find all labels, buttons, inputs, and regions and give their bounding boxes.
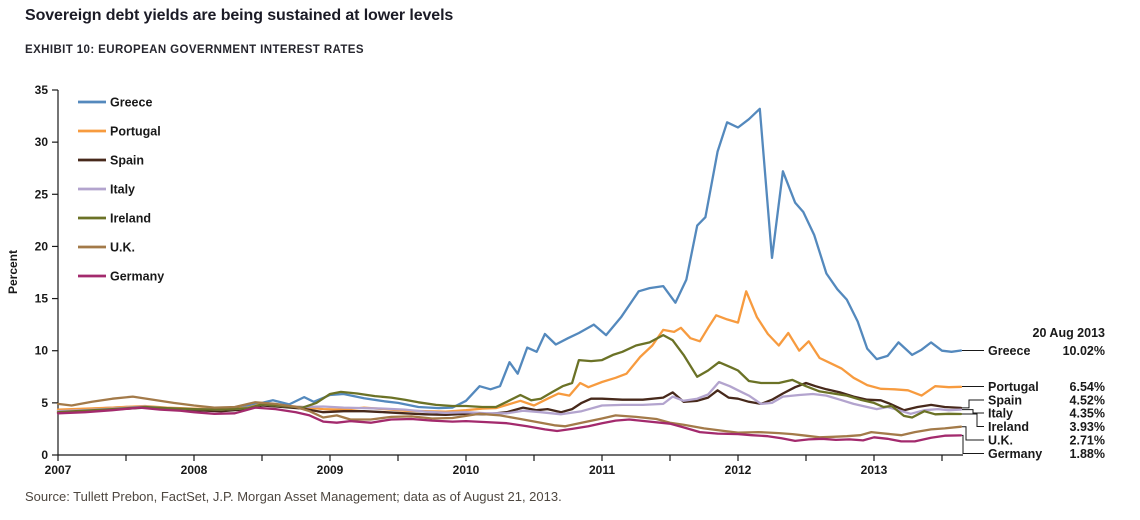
callout-connector-ireland [962, 413, 984, 427]
callout-value-greece: 10.02% [1063, 344, 1105, 358]
callout-country-greece: Greece [988, 344, 1030, 358]
series-line-greece [56, 107, 963, 412]
series-line-ireland [56, 333, 963, 419]
callout-date-label: 20 Aug 2013 [1033, 326, 1106, 340]
x-tick-label: 2007 [45, 463, 72, 477]
callout-country-germany: Germany [988, 447, 1042, 461]
legend-label-ireland: Ireland [110, 212, 151, 226]
series-line-germany [56, 406, 963, 443]
legend-label-greece: Greece [110, 96, 152, 110]
source-note: Source: Tullett Prebon, FactSet, J.P. Mo… [25, 489, 562, 504]
callout-country-portugal: Portugal [988, 380, 1039, 394]
y-axis-title: Percent [6, 250, 20, 294]
callout-value-ireland: 3.93% [1070, 420, 1105, 434]
callout-value-spain: 4.52% [1070, 394, 1105, 408]
y-tick-label: 35 [35, 83, 49, 97]
y-tick-label: 30 [35, 135, 49, 149]
legend-label-spain: Spain [110, 154, 144, 168]
callout-connector-uk [962, 426, 984, 441]
callout-value-portugal: 6.54% [1070, 380, 1105, 394]
callout-value-uk: 2.71% [1070, 434, 1105, 448]
legend-label-uk: U.K. [110, 241, 135, 255]
callout-connector-italy [962, 409, 984, 414]
x-tick-label: 2012 [725, 463, 752, 477]
legend-label-portugal: Portugal [110, 125, 161, 139]
x-tick-label: 2013 [861, 463, 888, 477]
series-line-portugal [56, 290, 963, 413]
series-line-uk [56, 395, 963, 439]
callout-country-uk: U.K. [988, 434, 1013, 448]
callout-value-italy: 4.35% [1070, 407, 1105, 421]
y-tick-label: 0 [41, 448, 48, 462]
y-tick-label: 20 [35, 239, 49, 253]
callout-country-italy: Italy [988, 407, 1013, 421]
x-tick-label: 2008 [181, 463, 208, 477]
page-title: Sovereign debt yields are being sustaine… [25, 7, 454, 24]
y-tick-label: 25 [35, 187, 49, 201]
callout-country-spain: Spain [988, 394, 1022, 408]
exhibit-heading: EXHIBIT 10: EUROPEAN GOVERNMENT INTEREST… [25, 44, 364, 56]
callout-value-germany: 1.88% [1070, 447, 1105, 461]
x-tick-label: 2011 [589, 463, 615, 477]
y-tick-label: 15 [35, 292, 49, 306]
callout-country-ireland: Ireland [988, 420, 1029, 434]
y-tick-label: 10 [35, 344, 49, 358]
x-tick-label: 2009 [317, 463, 344, 477]
callout-connector-germany [962, 434, 984, 454]
legend-label-italy: Italy [110, 183, 135, 197]
callout-connector-spain [962, 399, 984, 409]
legend-label-germany: Germany [110, 270, 164, 284]
y-tick-label: 5 [41, 396, 48, 410]
x-tick-label: 2010 [453, 463, 480, 477]
